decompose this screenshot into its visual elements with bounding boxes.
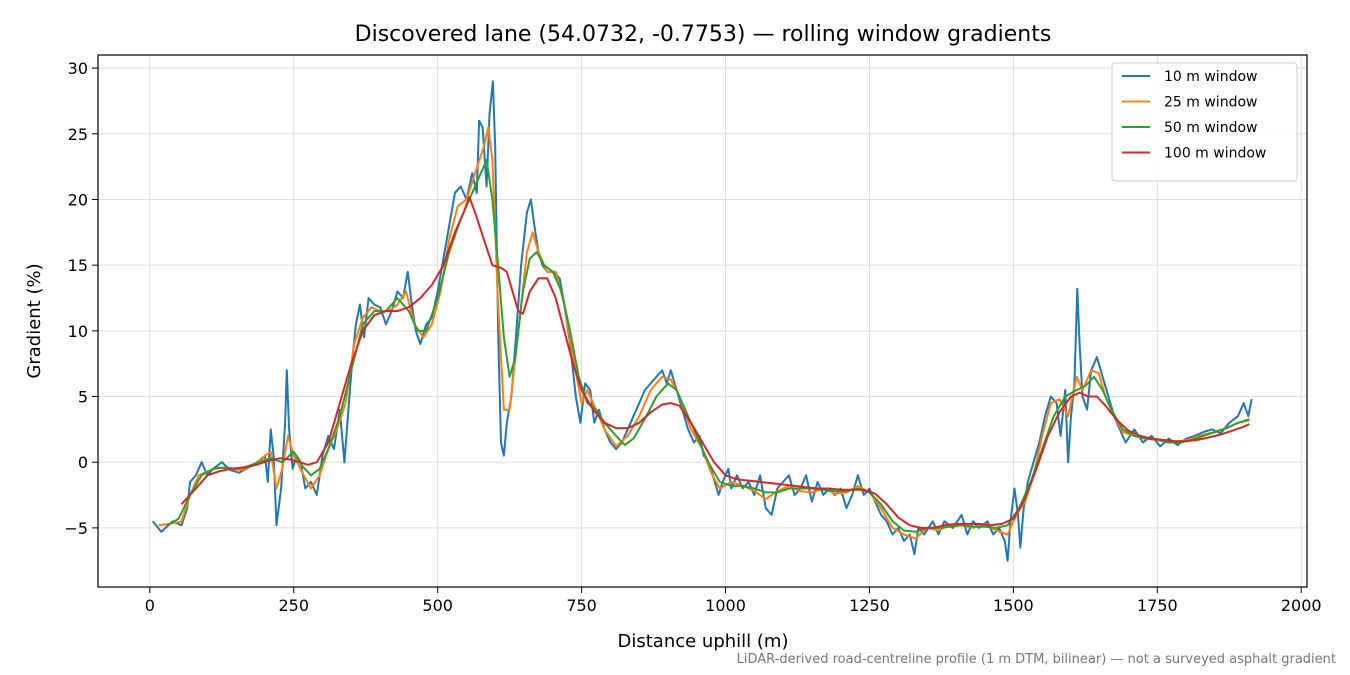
legend-label: 50 m window	[1164, 120, 1257, 136]
legend-label: 25 m window	[1164, 95, 1257, 111]
series-line-10-m-window	[151, 80, 1253, 562]
series-line-50-m-window	[166, 159, 1250, 533]
y-tick-label: 30	[68, 59, 88, 78]
series-line-25-m-window	[158, 126, 1250, 540]
y-tick-label: 10	[68, 322, 88, 341]
x-axis-label: Distance uphill (m)	[618, 631, 789, 652]
legend-label: 100 m window	[1164, 146, 1266, 162]
x-tick-label: 1750	[1137, 596, 1178, 615]
y-tick-label: 20	[68, 190, 88, 209]
x-tick-label: 1000	[705, 596, 746, 615]
series-line-100-m-window	[180, 195, 1250, 529]
y-tick-label: −5	[64, 519, 88, 538]
y-tick-label: 5	[78, 388, 88, 407]
x-tick-label: 250	[278, 596, 309, 615]
x-tick-label: 1500	[993, 596, 1034, 615]
footnote: LiDAR-derived road-centreline profile (1…	[736, 652, 1336, 667]
y-tick-label: 25	[68, 125, 88, 144]
x-tick-label: 1250	[849, 596, 890, 615]
y-axis-label: Gradient (%)	[24, 263, 45, 378]
y-tick-label: 15	[68, 256, 88, 275]
legend: 10 m window 25 m window 50 m window 100 m w…	[1111, 62, 1298, 182]
x-tick-label: 2000	[1281, 596, 1322, 615]
series-lines	[151, 80, 1253, 562]
plot-area-frame	[97, 54, 1308, 588]
x-tick-label: 0	[145, 596, 155, 615]
chart-title: Discovered lane (54.0732, -0.7753) — rol…	[355, 22, 1052, 47]
legend-box	[1111, 62, 1298, 182]
axis-ticks: 0 250 500 750 1000 1250 1500 1750 2000 −5 0 5 10 15 20…	[64, 59, 1321, 615]
x-tick-label: 500	[422, 596, 453, 615]
y-tick-label: 0	[78, 453, 88, 472]
x-tick-label: 750	[566, 596, 597, 615]
legend-label: 10 m window	[1164, 69, 1257, 85]
